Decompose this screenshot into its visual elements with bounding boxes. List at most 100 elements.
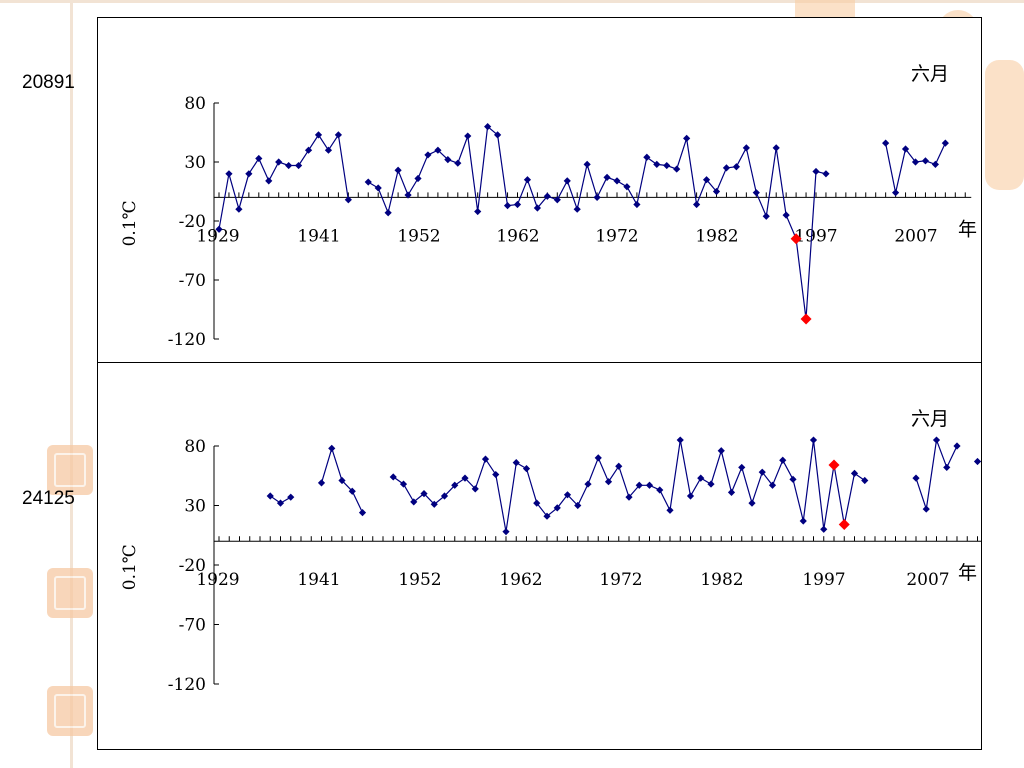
data-point [932, 436, 941, 444]
data-point [683, 134, 691, 142]
data-point [820, 525, 828, 533]
chart-bottom: 80 30 -20 -70 -120 1929 1941 1952 1962 1972 1982 19… [120, 408, 994, 695]
data-point [693, 200, 701, 209]
data-point [583, 160, 591, 168]
data-point [673, 165, 681, 173]
data-point [235, 205, 243, 213]
x-tick-label: 1952 [398, 570, 441, 590]
data-point [265, 177, 273, 185]
series-line [367, 125, 827, 319]
data-point [772, 144, 780, 152]
month-label: 六月 [911, 63, 949, 85]
series-line [392, 439, 866, 532]
data-point [663, 161, 671, 170]
y-tick-label: -120 [168, 330, 206, 350]
data-point [430, 500, 438, 508]
data-point [358, 509, 367, 517]
data-point [523, 176, 532, 184]
y-tick-label: -120 [168, 675, 206, 695]
x-tick-label: 1997 [802, 570, 845, 590]
data-point [752, 189, 760, 197]
data-point [494, 131, 502, 139]
data-point [285, 161, 293, 170]
data-point [931, 160, 939, 168]
data-point [727, 488, 736, 497]
x-tick-label: 1941 [297, 570, 340, 590]
data-point [399, 480, 408, 488]
data-point [779, 456, 787, 464]
data-point [454, 159, 462, 167]
station-label-bottom: 24125 [22, 488, 75, 509]
data-point [266, 492, 274, 500]
data-point [666, 506, 674, 514]
data-point [410, 498, 418, 506]
data-point [502, 528, 510, 536]
data-point [861, 476, 869, 485]
y-tick-label: -20 [179, 556, 206, 576]
data-point [481, 455, 490, 463]
data-point [384, 209, 392, 217]
seal-decoration-large [795, 0, 855, 20]
highlight-point [828, 459, 840, 471]
data-point [799, 517, 807, 525]
chart-panel-top: 80 30 -20 -70 -120 1929 1941 1952 1962 1972 1982 19… [97, 17, 982, 365]
data-point [215, 225, 223, 233]
data-point [892, 189, 900, 197]
data-point [653, 160, 661, 168]
data-point [782, 211, 790, 219]
data-point [328, 444, 336, 452]
data-point [513, 200, 522, 209]
data-point [434, 146, 442, 154]
data-point [512, 459, 520, 467]
data-point [543, 192, 551, 200]
seal-icon-2 [47, 568, 93, 618]
data-point [255, 154, 263, 163]
data-point [594, 454, 602, 462]
series-line [885, 142, 946, 193]
data-point [676, 436, 684, 444]
x-tick-label: 1997 [794, 226, 837, 246]
data-point [911, 158, 920, 166]
data-point [424, 151, 432, 159]
data-point [941, 139, 949, 147]
data-point [732, 163, 740, 171]
y-axis-label: 0.1℃ [120, 544, 140, 590]
data-point [762, 212, 770, 220]
x-axis-label: 年 [958, 562, 977, 584]
data-point [809, 436, 818, 444]
data-point [901, 145, 910, 153]
x-tick-label: 1982 [695, 226, 738, 246]
y-tick-label: 30 [184, 153, 206, 173]
y-axis-label: 0.1℃ [120, 200, 140, 246]
highlight-point [838, 519, 850, 531]
data-point [444, 156, 452, 164]
x-tick-label: 2007 [894, 226, 937, 246]
seal-icon-3 [47, 686, 93, 736]
data-point [921, 157, 930, 165]
station-label-top: 20891 [22, 72, 75, 93]
data-point [707, 480, 715, 488]
data-point [697, 474, 705, 482]
data-point [464, 132, 472, 140]
data-point [474, 207, 482, 216]
y-tick-label: -70 [179, 616, 206, 636]
data-point [882, 139, 890, 147]
data-point [738, 463, 746, 472]
y-tick-label: 80 [184, 94, 206, 114]
highlight-point [800, 313, 812, 325]
data-point [717, 447, 725, 455]
data-point [603, 173, 611, 181]
y-tick-label: 80 [184, 437, 206, 457]
data-point [275, 158, 283, 166]
y-tick-label: -20 [179, 212, 206, 232]
y-tick-label: 30 [184, 497, 206, 517]
bg-dash-1 [70, 0, 73, 768]
data-point [404, 191, 412, 199]
data-point [953, 442, 961, 450]
month-label: 六月 [911, 408, 949, 430]
x-tick-label: 1972 [599, 570, 642, 590]
data-point [276, 499, 285, 507]
bg-dash-2 [0, 0, 1024, 3]
data-point [615, 462, 623, 470]
data-point [553, 504, 561, 512]
